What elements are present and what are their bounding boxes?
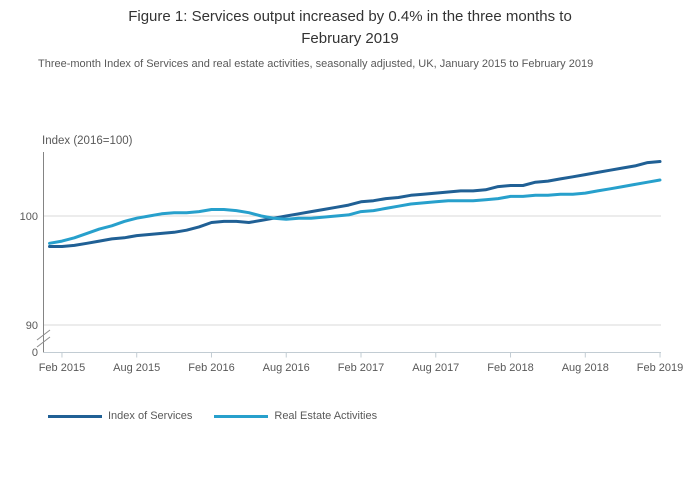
x-tick-label-feb-2015: Feb 2015 xyxy=(39,362,85,374)
x-tick-label-feb-2016: Feb 2016 xyxy=(188,362,234,374)
y-tick-label-90: 90 xyxy=(26,320,38,332)
legend-label-real-estate-activities: Real Estate Activities xyxy=(274,410,378,422)
series-real-estate-activities xyxy=(48,178,662,245)
axis-break-icon xyxy=(36,336,51,348)
y-tick-label-100: 100 xyxy=(20,211,38,223)
series-index-of-services xyxy=(48,160,662,248)
real-estate-activities-line-swatch-icon xyxy=(214,414,269,418)
x-tick-label-feb-2019: Feb 2019 xyxy=(637,362,683,374)
x-tick-label-aug-2017: Aug 2017 xyxy=(412,362,459,374)
legend-item-real-estate-activities: Real Estate Activities xyxy=(214,410,377,422)
x-tick-label-feb-2017: Feb 2017 xyxy=(338,362,384,374)
x-tick-label-feb-2018: Feb 2018 xyxy=(487,362,533,374)
legend-item-index-of-services: Index of Services xyxy=(48,410,192,422)
title-line-2: February 2019 xyxy=(301,30,399,47)
y-origin-label: 0 xyxy=(32,347,38,359)
x-tick-label-aug-2016: Aug 2016 xyxy=(263,362,310,374)
page-title: Figure 1: Services output increased by 0… xyxy=(40,6,660,50)
chart-legend: Index of Services Real Estate Activities xyxy=(48,410,377,422)
legend-label-index-of-services: Index of Services xyxy=(108,410,193,422)
chart-subtitle: Three-month Index of Services and real e… xyxy=(38,58,594,70)
title-line-1: Figure 1: Services output increased by 0… xyxy=(128,8,572,25)
y-axis-title: Index (2016=100) xyxy=(42,135,133,147)
x-tick-label-aug-2015: Aug 2015 xyxy=(113,362,160,374)
x-tick-label-aug-2018: Aug 2018 xyxy=(562,362,609,374)
index-of-services-line-swatch-icon xyxy=(48,414,102,418)
axis-break-icon xyxy=(36,329,51,341)
